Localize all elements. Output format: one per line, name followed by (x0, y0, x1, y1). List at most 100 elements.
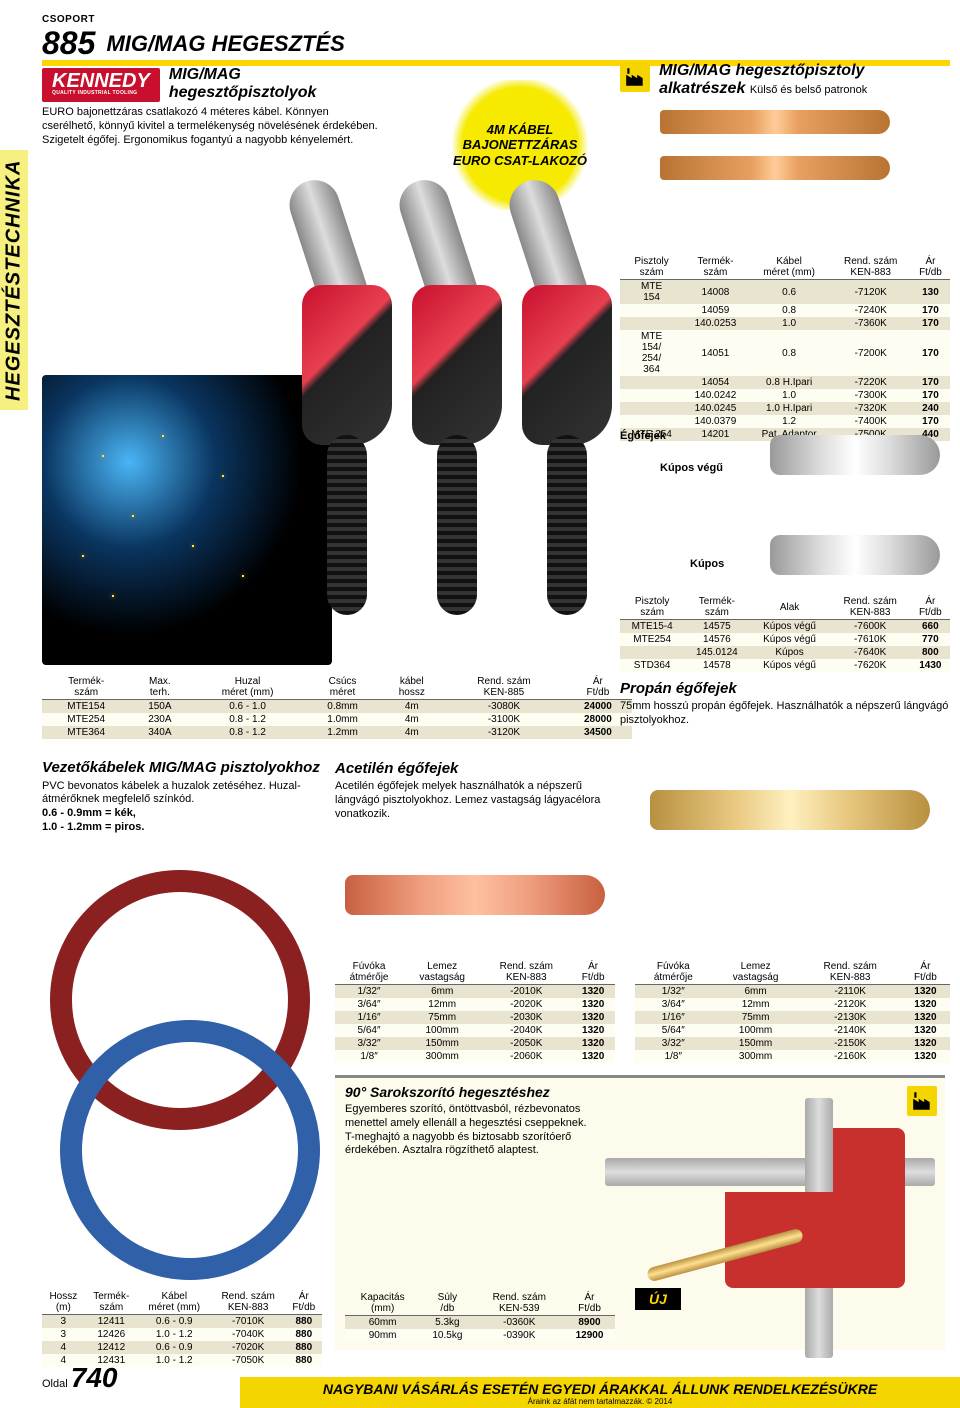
torches-title: MIG/MAG hegesztőpisztolyok (169, 66, 317, 101)
table-cell: -7620K (830, 659, 911, 672)
table-row: 140590.8-7240K170 (620, 304, 950, 317)
table-row: MTE25414576Kúpos végű-7610K770 (620, 633, 950, 646)
col-header: Hossz (m) (42, 1290, 85, 1315)
table-cell: 4m (379, 726, 444, 739)
table-row: 90mm10.5kg-0390K12900 (345, 1329, 615, 1342)
col-header: Ár Ft/db (564, 1291, 615, 1316)
col-header: Max. terh. (130, 675, 189, 700)
table-cell: -7240K (830, 304, 910, 317)
table-row: MTE15-414575Kúpos végű-7600K660 (620, 620, 950, 634)
table-cell: 14576 (684, 633, 749, 646)
table-cell: 130 (911, 280, 950, 305)
nozzles-label: Égőfejek (620, 430, 666, 442)
torch-2 (402, 175, 512, 595)
table-cell: -7200K (830, 330, 910, 376)
table-cell: 4m (379, 700, 444, 714)
table-row: 1/16″75mm-2030K1320 (335, 1011, 615, 1024)
col-header: Fúvóka átmérője (635, 960, 712, 985)
page-header: CSOPORT 885 MIG/MAG HEGESZTÉS (42, 14, 345, 62)
col-header: Pisztoly szám (620, 255, 683, 280)
table-row: 4124120.6 - 0.9-7020K880 (42, 1341, 322, 1354)
col-header: Termék- szám (683, 255, 748, 280)
liners-table-wrap: Hossz (m)Termék- számKábel méret (mm)Ren… (42, 1290, 322, 1367)
corner-table: Kapacitás (mm)Súly /dbRend. szám KEN-539… (345, 1291, 615, 1342)
col-header: Ár Ft/db (901, 960, 950, 985)
uj-text: ÚJ (635, 1288, 681, 1310)
propane-title: Propán égőfejek (620, 680, 950, 697)
col-header: Rend. szám KEN-883 (830, 595, 911, 620)
table-cell: -2140K (800, 1024, 901, 1037)
table-cell: 100mm (712, 1024, 800, 1037)
liners-title: Vezetőkábelek MIG/MAG pisztolyokhoz (42, 760, 322, 777)
col-header: Alak (749, 595, 829, 620)
page-title: MIG/MAG HEGESZTÉS (106, 31, 344, 57)
uj-badge: ÚJ (635, 1288, 681, 1310)
table-cell: 1.0 - 1.2 (138, 1354, 211, 1367)
table-row: 5/64″100mm-2140K1320 (635, 1024, 950, 1037)
table-cell: 1.2mm (306, 726, 380, 739)
table-cell: 1.0 H.Ipari (748, 402, 831, 415)
table-cell: 1/8″ (335, 1050, 403, 1063)
nozzles-label-text: Égőfejek (620, 430, 666, 442)
table-cell: -0390K (475, 1329, 564, 1342)
table-cell: 4 (42, 1341, 85, 1354)
table-cell: 14051 (683, 330, 748, 376)
table-cell: -7600K (830, 620, 911, 634)
table-cell: 170 (911, 415, 950, 428)
table-cell: 800 (911, 646, 950, 659)
acet-desc: Acetilén égőfejek melyek használhatók a … (335, 780, 615, 821)
table-cell: 14054 (683, 376, 748, 389)
table-cell: 3/32″ (635, 1037, 712, 1050)
table-cell: 300mm (712, 1050, 800, 1063)
table-cell: 6mm (712, 985, 800, 999)
table-cell: 340A (130, 726, 189, 739)
table-row: 60mm5.3kg-0360K8900 (345, 1316, 615, 1330)
table-cell: 3/64″ (335, 998, 403, 1011)
table-cell: 660 (911, 620, 950, 634)
table-cell (620, 304, 683, 317)
table-cell: 12900 (564, 1329, 615, 1342)
table-cell (620, 646, 684, 659)
group-number: 885 (42, 25, 95, 62)
liners-desc: PVC bevonatos kábelek a huzalok zetéséhe… (42, 780, 322, 808)
table-cell: 1320 (571, 1037, 615, 1050)
torches-intro: KENNEDY QUALITY INDUSTRIAL TOOLING MIG/M… (42, 64, 382, 147)
table-row: 3/64″12mm-2120K1320 (635, 998, 950, 1011)
table-cell: 3/32″ (335, 1037, 403, 1050)
factory-icon (620, 62, 650, 92)
table-cell: 140.0242 (683, 389, 748, 402)
liners-table: Hossz (m)Termék- számKábel méret (mm)Ren… (42, 1290, 322, 1367)
table-row: MTE 154/ 254/ 364140510.8-7200K170 (620, 330, 950, 376)
table-cell: 5/64″ (635, 1024, 712, 1037)
liners-colors: 0.6 - 0.9mm = kék, 1.0 - 1.2mm = piros. (42, 807, 322, 835)
nozzle-table: Pisztoly számTermék- számAlakRend. szám … (620, 595, 950, 672)
table-cell: 3 (42, 1328, 85, 1341)
table-cell: -7640K (830, 646, 911, 659)
table-cell: 1.0 - 1.2 (138, 1328, 211, 1341)
col-header: Termék- szám (42, 675, 130, 700)
table-cell: 170 (911, 389, 950, 402)
propane-table-wrap: Fúvóka átmérőjeLemez vastagságRend. szám… (635, 960, 950, 1063)
table-cell: 8900 (564, 1316, 615, 1330)
footer-bar: NAGYBANI VÁSÁRLÁS ESETÉN EGYEDI ÁRAKKAL … (240, 1377, 960, 1408)
table-row: MTE154150A0.6 - 1.00.8mm4m-3080K24000 (42, 700, 632, 714)
col-header: Termék- szám (684, 595, 749, 620)
nozzle-img-1 (770, 435, 940, 475)
table-row: 3/64″12mm-2020K1320 (335, 998, 615, 1011)
table-cell: 1320 (901, 1011, 950, 1024)
table-cell: Kúpos végű (749, 633, 829, 646)
table-cell: 1320 (571, 1050, 615, 1063)
table-cell: -3100K (444, 713, 564, 726)
table-cell: MTE364 (42, 726, 130, 739)
table-cell: 75mm (403, 1011, 481, 1024)
table-cell: 170 (911, 330, 950, 376)
table-cell: Kúpos (749, 646, 829, 659)
spares-title-wrap: MIG/MAG hegesztőpisztoly alkatrészek Kül… (659, 62, 939, 97)
table-cell: 14578 (684, 659, 749, 672)
torches-title2: hegesztőpisztolyok (169, 84, 317, 101)
table-row: 3124261.0 - 1.2-7040K880 (42, 1328, 322, 1341)
sidebar-category: HEGESZTÉSTECHNIKA (0, 150, 28, 410)
brand-tagline: QUALITY INDUSTRIAL TOOLING (52, 91, 150, 96)
table-cell: 230A (130, 713, 189, 726)
table-row: MTE364340A0.8 - 1.21.2mm4m-3120K34500 (42, 726, 632, 739)
